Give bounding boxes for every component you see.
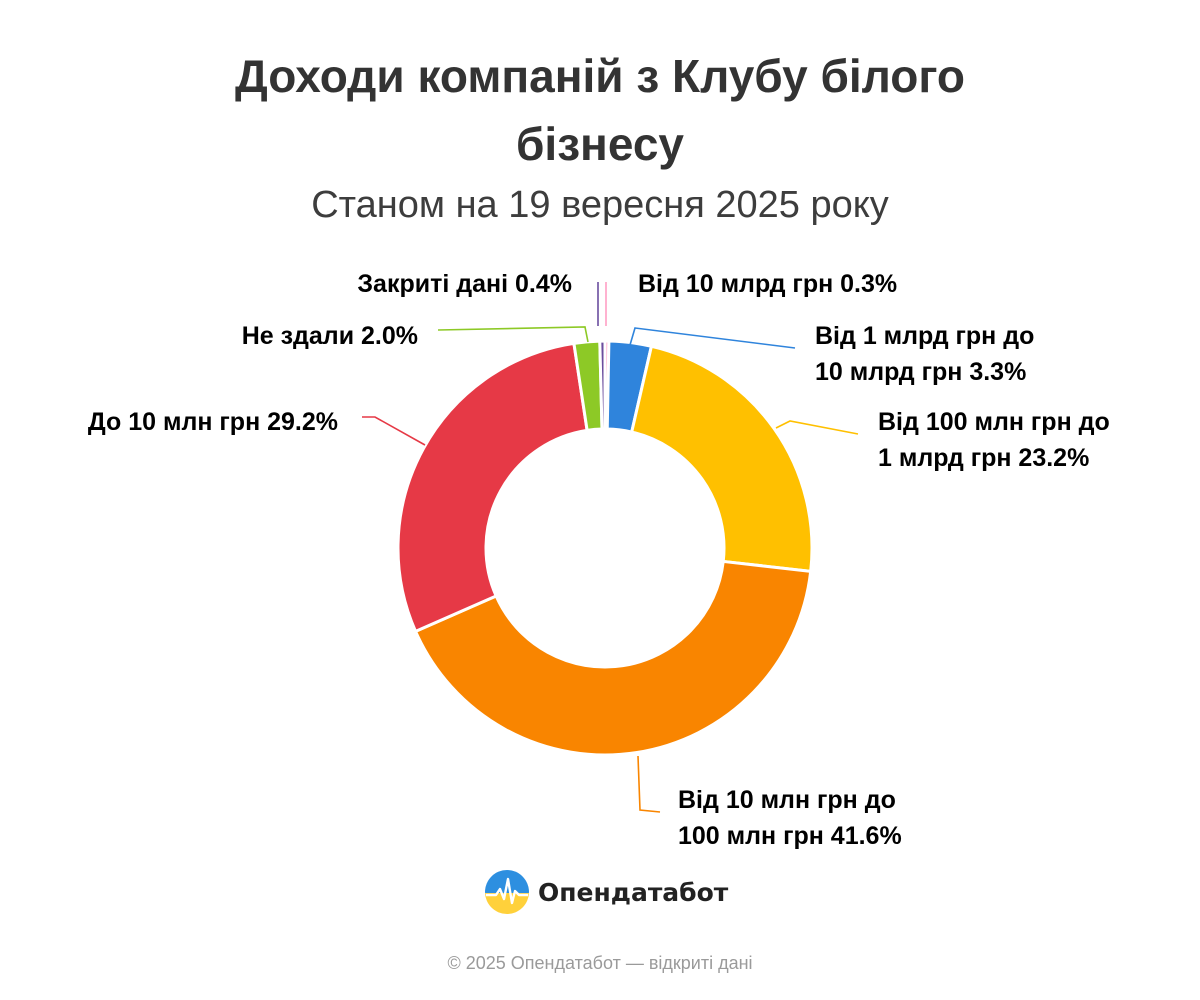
chart-title: Доходи компаній з Клубу білого бізнесу [234,50,966,170]
data-label: Закриті дані 0.4% [357,270,572,298]
donut-slice[interactable] [396,341,589,633]
brand-name: Опендатабот [538,877,729,907]
label-connector-line [437,326,589,343]
donut-slice[interactable] [414,559,813,757]
data-label: Від 100 млн грн до 1 млрд грн 23.2% [878,408,1110,472]
data-label: Від 10 млрд грн 0.3% [638,270,897,298]
donut-slice[interactable] [598,339,607,431]
data-label: Від 10 млн грн до 100 млн грн 41.6% [678,786,902,850]
label-connector-line [775,420,859,435]
label-connector-line [362,416,426,446]
label-connector-line [629,327,796,349]
label-connector-line [637,755,661,813]
data-label: До 10 млн грн 29.2% [88,408,338,436]
chart-subtitle: Станом на 19 вересня 2025 року [311,184,889,226]
data-label: Не здали 2.0% [242,322,418,350]
donut-slice[interactable] [630,344,814,573]
data-label: Від 1 млрд грн до 10 млрд грн 3.3% [815,322,1034,386]
brand: Опендатабот [484,869,728,915]
footer-copyright: © 2025 Опендатабот — відкриті дані [447,953,753,973]
opendatabot-logo-icon [485,870,529,914]
